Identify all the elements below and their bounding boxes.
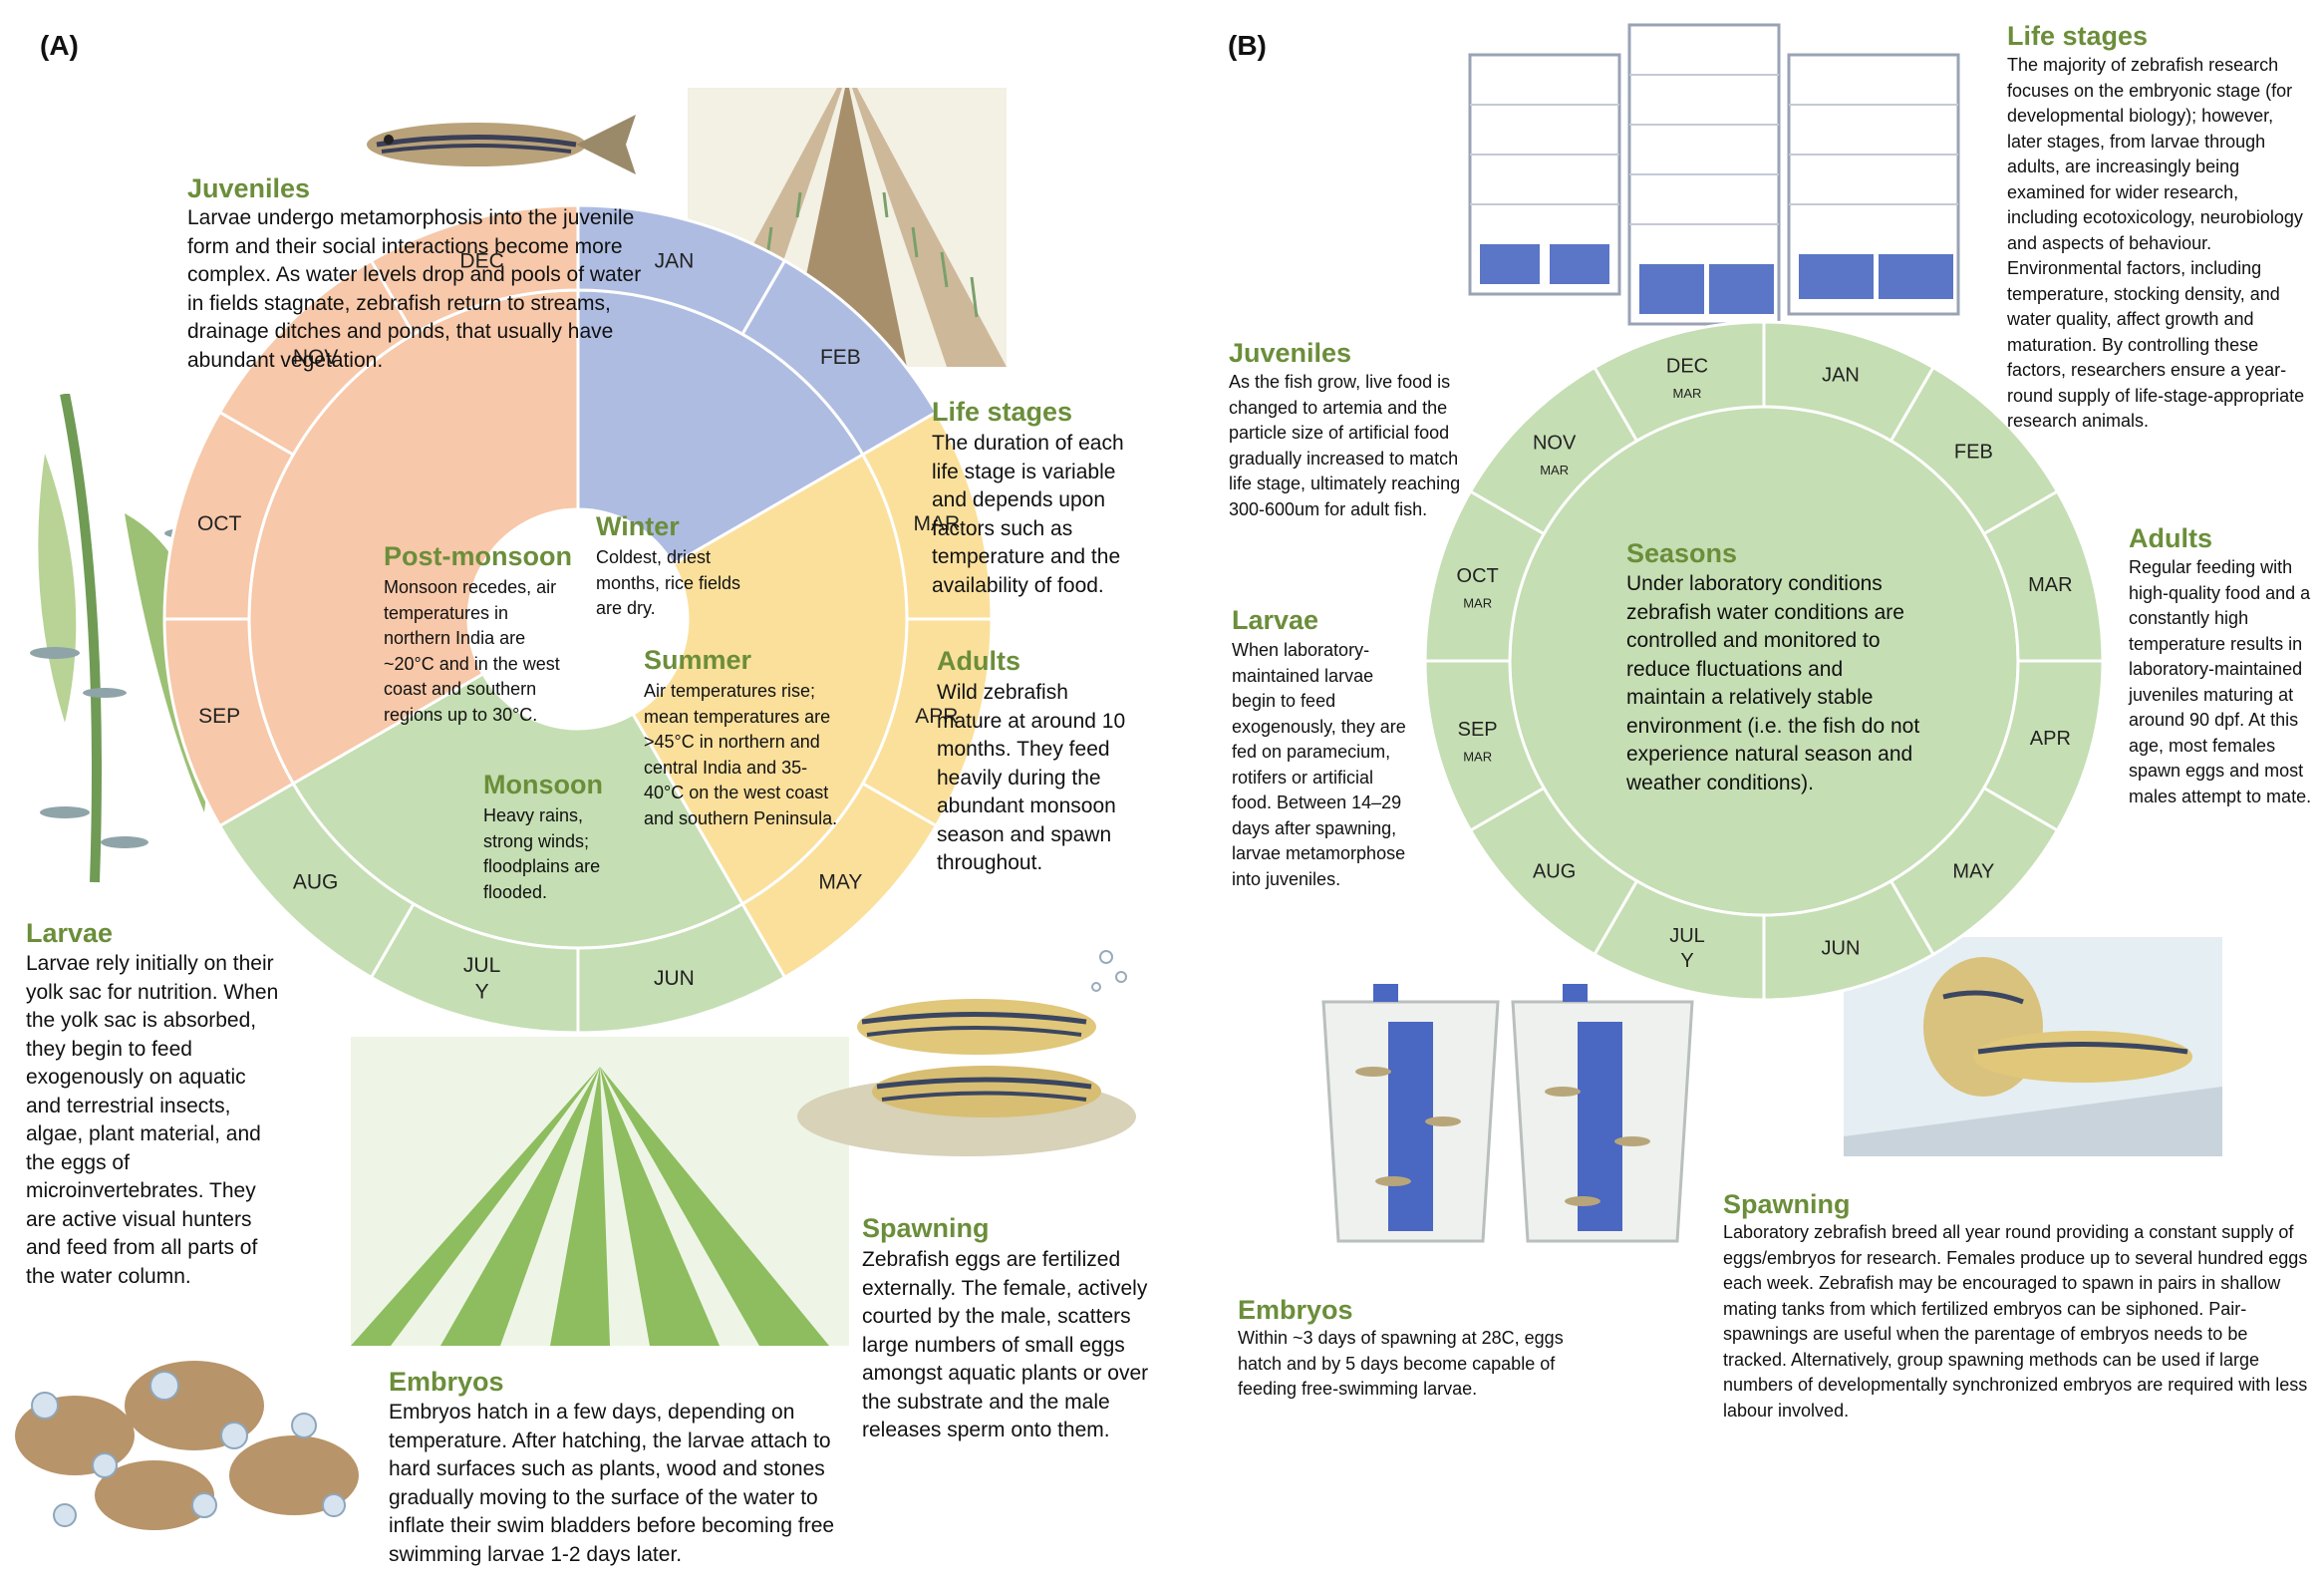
month-label: MAY [1952, 860, 1994, 882]
aquarium-rack-illustration [1468, 23, 1960, 326]
b-larvae-title: Larvae [1232, 605, 1319, 635]
a-embryos-title: Embryos [389, 1367, 504, 1397]
month-segment [1981, 659, 2105, 833]
month-segment [1423, 659, 1547, 833]
month-label: FEB [1954, 442, 1993, 464]
season-summer-title: Summer [644, 645, 752, 675]
a-adults-text: Wild zebrafish mature at around 10 month… [937, 681, 1126, 874]
month-label: MAR [2028, 574, 2072, 596]
a-embryos-text: Embryos hatch in a few days, depending o… [389, 1401, 835, 1566]
month-label: JUL Y [1669, 925, 1705, 972]
b-larvae-text: When laboratory-maintained larvae begin … [1232, 640, 1406, 889]
month-label: JAN [1822, 365, 1860, 387]
season-post-monsoon-text: Monsoon recedes, air temperatures in nor… [384, 577, 560, 725]
month-sublabel: MAR [1673, 386, 1702, 401]
b-adults-text: Regular feeding with high-quality food a… [2129, 557, 2312, 806]
month-label: OCT [1457, 565, 1499, 587]
month-sublabel: MAR [1463, 750, 1492, 765]
a-spawning-title: Spawning [862, 1213, 990, 1243]
b-life-stages-text: The majority of zebrafish research focus… [2007, 55, 2305, 431]
b-seasons-text: Under laboratory conditions zebrafish wa… [1626, 572, 1920, 794]
month-label: JUN [654, 967, 695, 990]
month-segment [369, 901, 580, 1035]
month-label: APR [2030, 728, 2071, 750]
larvae-plants-illustration [30, 394, 256, 883]
juvenile-tanks-illustration [1321, 984, 1694, 1243]
a-juveniles-title: Juveniles [187, 173, 311, 203]
b-juveniles-title: Juveniles [1229, 338, 1352, 368]
a-life-stages-title: Life stages [932, 397, 1073, 427]
b-spawning-title: Spawning [1723, 1189, 1851, 1219]
month-sublabel: MAR [1540, 463, 1569, 477]
b-seasons-title: Seasons [1626, 538, 1738, 568]
b-juveniles-text: As the fish grow, live food is changed t… [1229, 372, 1461, 519]
b-life-stages-title: Life stages [2007, 21, 2149, 51]
a-spawning-text: Zebrafish eggs are fertilized externally… [862, 1248, 1149, 1441]
rice-field-dry-illustration [688, 88, 1007, 367]
month-label: SEP [1458, 719, 1498, 741]
month-sublabel: MAR [1463, 596, 1492, 611]
month-segment [1468, 365, 1639, 536]
month-segment [1468, 786, 1639, 957]
b-embryos-title: Embryos [1238, 1295, 1353, 1325]
a-life-stages-text: The duration of each life stage is varia… [932, 432, 1124, 597]
a-juveniles-text: Larvae undergo metamorphosis into the ju… [187, 206, 642, 372]
month-label: JUL Y [463, 954, 500, 1003]
a-larvae-title: Larvae [26, 918, 114, 948]
lab-spawning-fish-illustration [1844, 937, 2222, 1156]
b-adults-title: Adults [2129, 523, 2212, 553]
season-winter-text: Coldest, driest months, rice fields are … [596, 547, 741, 618]
eggs-stones-illustration [15, 1361, 359, 1530]
panel-b-label: (B) [1228, 30, 1267, 61]
spawning-fish-illustration [797, 950, 1136, 1156]
rice-field-green-illustration [351, 1037, 849, 1346]
a-larvae-text: Larvae rely initially on their yolk sac … [26, 952, 279, 1288]
month-label: DEC [1666, 356, 1708, 378]
a-adults-title: Adults [937, 646, 1020, 676]
panel-a-label: (A) [40, 30, 79, 61]
season-monsoon-title: Monsoon [483, 770, 603, 799]
b-embryos-text: Within ~3 days of spawning at 28C, eggs … [1238, 1328, 1564, 1399]
month-label: AUG [1533, 860, 1576, 882]
season-monsoon-text: Heavy rains, strong winds; floodplains a… [483, 805, 601, 902]
month-segment [1981, 488, 2105, 663]
juvenile-fish-illustration [367, 115, 636, 174]
b-spawning-text: Laboratory zebrafish breed all year roun… [1723, 1222, 2308, 1421]
month-segment [576, 901, 787, 1035]
season-summer-text: Air temperatures rise; mean temperatures… [644, 681, 838, 828]
season-winter-title: Winter [596, 511, 680, 541]
season-post-monsoon-title: Post-monsoon [384, 541, 572, 571]
month-label: NOV [1533, 433, 1577, 455]
month-label: MAY [818, 871, 862, 894]
